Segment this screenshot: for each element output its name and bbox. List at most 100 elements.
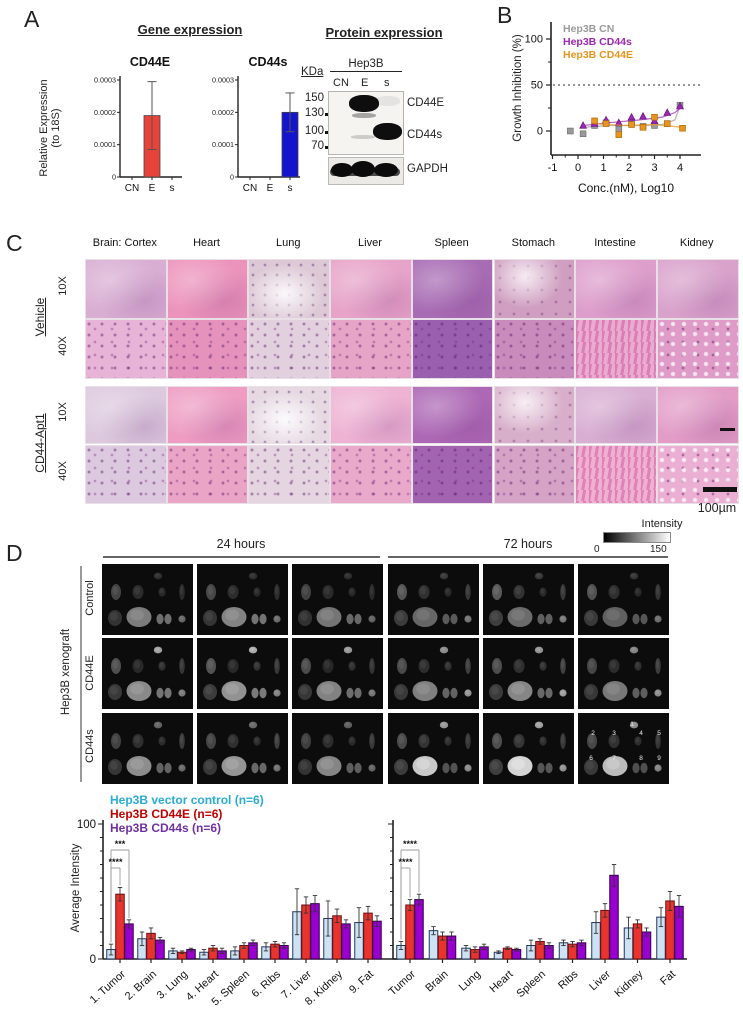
scale-bar-large xyxy=(703,487,737,492)
histology-column-header: Lung xyxy=(275,237,301,249)
avg-intensity-chart-72h: **** **** Tumor Brain Lung Heart Spleen Ribs Liv… xyxy=(387,820,687,1000)
histology-cell xyxy=(85,259,167,319)
marker-tick-130 xyxy=(325,113,328,116)
blot-lane-cn: CN xyxy=(333,77,349,89)
svg-text:9: 9 xyxy=(657,755,661,762)
svg-text:0.0001: 0.0001 xyxy=(94,140,116,149)
marker-100: 100 xyxy=(304,125,324,137)
histology-cell xyxy=(411,319,494,379)
legend-entry: Hep3B CD44s (n=6) xyxy=(110,821,222,835)
svg-text:3: 3 xyxy=(612,730,616,737)
svg-text:100: 100 xyxy=(525,34,543,46)
histology-cell xyxy=(166,445,249,504)
cd44e-band xyxy=(349,95,379,112)
blot-lane-e: E xyxy=(361,77,369,89)
histology-column-header: Kidney xyxy=(679,237,714,249)
svg-text:Liver: Liver xyxy=(587,968,613,993)
time-label-24h: 24 hours xyxy=(216,537,266,551)
panel-b-label: B xyxy=(497,2,513,28)
intensity-colorbar xyxy=(603,532,671,543)
xenograft-image xyxy=(197,638,288,709)
intensity-chart-legend: Hep3B vector control (n=6) Hep3B CD44E (n… xyxy=(110,793,264,835)
histology-cell xyxy=(411,259,494,319)
histology-column-header: Heart xyxy=(193,237,220,249)
svg-text:0.0002: 0.0002 xyxy=(212,108,234,117)
row-label-cd44e: CD44E xyxy=(84,655,96,691)
colorbar-title: Intensity xyxy=(641,518,683,530)
histology-cell xyxy=(166,386,249,444)
blot-cellline-label: Hep3B xyxy=(330,58,402,72)
gapdh-membrane xyxy=(328,157,404,185)
cd44e-band-echo xyxy=(352,113,376,118)
protein-expression-title: Protein expression xyxy=(325,25,443,40)
marker-tick-70 xyxy=(325,146,328,149)
xenograft-image xyxy=(102,564,193,635)
panel-a-label: A xyxy=(24,6,40,32)
marker-150: 150 xyxy=(304,92,324,104)
gene-expression-title: Gene expression xyxy=(137,22,243,37)
svg-text:4: 4 xyxy=(677,162,683,174)
scale-bar-small xyxy=(720,428,735,431)
svg-text:0: 0 xyxy=(112,173,116,182)
histology-cell xyxy=(85,319,167,379)
svg-text:CN: CN xyxy=(125,183,139,194)
histology-cell xyxy=(656,319,739,379)
xenograft-image xyxy=(578,638,669,709)
faint-band-top xyxy=(376,96,400,106)
histology-cell xyxy=(493,445,576,504)
histology-cell xyxy=(656,445,739,504)
svg-text:0.0002: 0.0002 xyxy=(94,108,116,117)
svg-text:CD44s: CD44s xyxy=(249,55,288,69)
histology-column-header: Brain: Cortex xyxy=(92,237,157,249)
histology-cell xyxy=(411,445,494,504)
group-label-vehicle: Vehicle xyxy=(33,297,47,337)
svg-text:0.0001: 0.0001 xyxy=(212,140,234,149)
histology-column-header: Liver xyxy=(358,237,382,249)
xenograft-image xyxy=(292,564,383,635)
histology-cell xyxy=(85,386,167,444)
svg-text:Brain: Brain xyxy=(423,968,450,994)
svg-text:0: 0 xyxy=(90,954,96,966)
svg-text:****: **** xyxy=(403,839,418,849)
histology-cell xyxy=(411,386,494,444)
histology-cell xyxy=(330,319,412,379)
svg-text:Heart: Heart xyxy=(487,968,515,995)
legend-entry: Hep3B CD44E (n=6) xyxy=(110,807,223,821)
svg-text:6: 6 xyxy=(589,755,593,762)
mag-label-apt1-10x: 10X xyxy=(57,402,69,422)
time-label-72h: 72 hours xyxy=(503,537,553,551)
svg-text:Hep3B CD44E: Hep3B CD44E xyxy=(563,49,633,61)
band-label-cd44e: CD44E xyxy=(407,97,445,109)
svg-text:Fat: Fat xyxy=(658,968,678,988)
svg-text:100: 100 xyxy=(77,819,96,831)
row-label-cd44s: CD44s xyxy=(84,729,96,763)
histology-cell xyxy=(330,259,412,319)
svg-text:2. Brain: 2. Brain xyxy=(123,968,159,1002)
histology-cell xyxy=(575,259,657,319)
histology-cell xyxy=(493,386,576,444)
histology-cell xyxy=(656,259,739,319)
svg-text:Hep3B CN: Hep3B CN xyxy=(563,23,614,35)
histology-cell xyxy=(493,259,576,319)
histology-cell xyxy=(575,445,657,504)
legend-entry: Hep3B vector control (n=6) xyxy=(110,793,264,807)
xenograft-image xyxy=(102,713,193,784)
svg-text:8: 8 xyxy=(639,755,643,762)
histology-cell xyxy=(656,386,739,444)
svg-text:2: 2 xyxy=(626,162,632,174)
svg-text:9. Fat: 9. Fat xyxy=(347,968,376,996)
svg-text:0.0003: 0.0003 xyxy=(94,76,116,85)
xenograft-image xyxy=(483,638,574,709)
xenograft-image xyxy=(388,638,479,709)
cd44s-band xyxy=(373,123,402,140)
band-label-cd44s: CD44s xyxy=(407,129,443,141)
svg-text:0: 0 xyxy=(537,126,543,138)
svg-text:6. Ribs: 6. Ribs xyxy=(250,968,284,1000)
svg-text:1: 1 xyxy=(600,162,606,174)
gapdh-label: GAPDH xyxy=(407,163,448,175)
histology-cell xyxy=(166,319,249,379)
row-label-control: Control xyxy=(84,580,96,616)
svg-text:s: s xyxy=(170,183,175,194)
